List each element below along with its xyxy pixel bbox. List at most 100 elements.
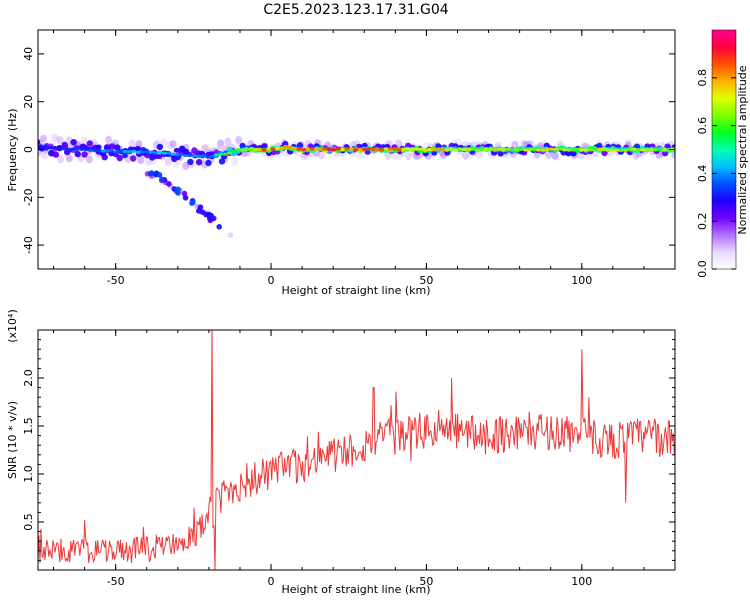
spectrogram-cell [217,139,225,148]
spectrogram-cell [196,154,202,158]
spectrogram-cell [174,153,180,157]
spectrogram-cell [139,150,145,154]
snr-y-tick-label: 2.0 [22,369,35,387]
spectrogram-cell [226,151,232,155]
snr-x-tick-label: 50 [419,575,433,588]
spectrogram-cell [81,151,88,158]
spectrogram-cell [292,146,298,150]
spectrogram-cell [205,155,211,159]
spectrogram-cell [121,153,128,159]
spectrogram-cell [361,147,367,151]
spectrogram-cell [92,149,98,153]
spectrogram-cell [187,153,193,157]
spectrogram-cell [80,136,88,145]
spectrogram-cell [57,147,63,151]
spectrogram-cell [622,148,628,152]
snr-x-tick-label: 100 [571,575,592,588]
spectrogram-cell [159,176,165,183]
spectrogram-cell [392,147,398,151]
spectrogram-cell [509,148,515,152]
spectrogram-cell [387,147,393,151]
spectrogram-cell [179,145,186,152]
spectrogram-y-ticks: -40 -20 0 20 40 [22,47,675,254]
spectrogram-cell [453,148,459,152]
spectrogram-cell [305,147,311,151]
spectrogram-cell [156,143,164,151]
spectrogram-cell [544,147,550,152]
spectrogram-cell [164,157,172,166]
spectrogram-cell [126,150,132,154]
spectrogram-cell [466,147,472,151]
spectrogram-cell [199,209,206,215]
spectrogram-cell [74,150,81,158]
spectrogram-cell [483,147,489,151]
spectrogram-cell [200,154,206,158]
spectrogram-cell [551,151,559,160]
spectrogram-cell [56,136,64,145]
spectrogram-cell [169,140,177,149]
spectrogram-cell [535,148,541,152]
spectrogram-cell [156,172,163,178]
spectrogram-cell [65,154,73,163]
spectrogram-cell [500,148,507,152]
spectrogram-cell [313,147,319,152]
spectrogram-cell [553,147,559,151]
spectrogram-cell [181,190,188,197]
spectrogram-cell [130,155,137,162]
spectrogram-cell [165,151,172,155]
spectrogram-cell [570,150,577,157]
colorbar: 0.0 0.2 0.4 0.6 0.8 Normalized spectral ampl… [696,29,749,278]
spectrogram-cell [224,137,232,146]
spectrogram-cell [422,148,428,152]
spectrogram-cell [170,152,176,156]
colorbar-tick-label: 0.4 [696,165,709,183]
spectrogram-cell [52,146,59,150]
spectrogram-cell [405,147,411,151]
spectrogram-y-tick-label: -40 [22,236,35,254]
spectrogram-cell [374,148,380,152]
spectrogram-cell [218,152,224,156]
spectrogram-cell [128,139,136,148]
spectrogram-cell [100,149,106,153]
spectrogram-cell [287,145,293,149]
spectrogram-cell [404,152,412,161]
spectrogram-cell [644,147,650,152]
spectrogram-marks [38,133,675,238]
snr-series-line [38,330,675,570]
spectrogram-cell [231,157,239,166]
spectrogram-cell [627,148,633,152]
spectrogram-y-tick-label: -20 [22,188,35,206]
spectrogram-cell [135,150,141,154]
spectrogram-cell [557,147,563,151]
snr-x-ticks: -50 0 50 100 [53,330,676,588]
spectrogram-cell [648,148,655,152]
snr-x-tick-label: 0 [268,575,275,588]
spectrogram-cell [596,147,602,151]
spectrogram-cell [173,147,180,153]
snr-x-label: Height of straight line (km) [281,583,430,596]
spectrogram-cell [413,147,420,151]
snr-frame [37,329,676,571]
spectrogram-cell [635,148,641,152]
spectrogram-cell [444,148,450,152]
spectrogram-cell [609,148,615,152]
spectrogram-cell [592,148,598,152]
snr-x-tick-label: -50 [107,575,125,588]
spectrogram-cell [257,147,263,151]
spectrogram-cell [157,150,163,154]
colorbar-tick-label: 0.8 [696,69,709,87]
spectrogram-cell [105,149,111,153]
spectrogram-cell [496,147,502,151]
spectrogram-cell [239,142,246,150]
spectrogram-cell [440,148,446,152]
colorbar-ticks: 0.0 0.2 0.4 0.6 0.8 [696,69,736,278]
spectrogram-cell [182,195,189,201]
spectrogram-cell [113,150,119,154]
spectrogram-cell [183,153,189,158]
spectrogram-cell [148,150,154,154]
spectrogram-cell [671,151,675,160]
spectrogram-cell [38,138,41,146]
spectrogram-x-tick-label: -50 [107,274,125,287]
spectrogram-cell [61,147,67,151]
spectrogram-cell [296,147,302,151]
